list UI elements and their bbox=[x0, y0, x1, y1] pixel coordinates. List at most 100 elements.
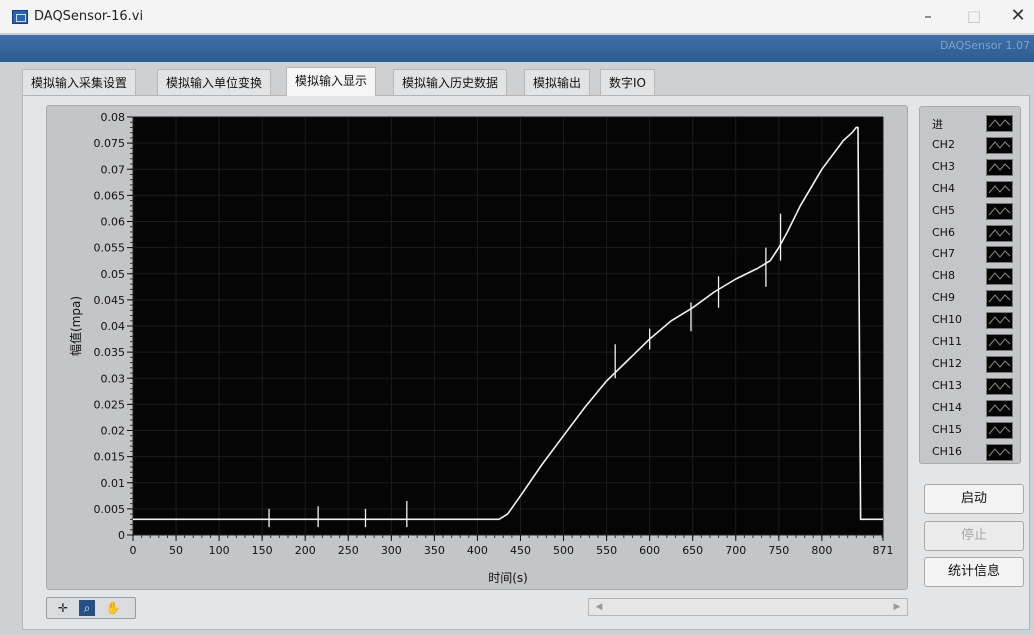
y-tick-label: 0.07 bbox=[101, 163, 126, 176]
x-tick-label: 0 bbox=[130, 544, 137, 557]
x-tick-label: 800 bbox=[811, 544, 832, 557]
legend-swatch[interactable] bbox=[986, 268, 1013, 286]
stats-button[interactable]: 统计信息 bbox=[924, 557, 1024, 587]
y-tick-label: 0.065 bbox=[94, 189, 126, 202]
legend-swatch[interactable] bbox=[986, 334, 1013, 351]
legend-item[interactable]: CH11 bbox=[920, 332, 1022, 352]
legend-item-label: 进 bbox=[932, 118, 943, 131]
graph-palette: ✛ ⌕ ✋ bbox=[46, 597, 136, 619]
legend-item[interactable]: 进 bbox=[920, 113, 1022, 133]
legend-item[interactable]: CH6 bbox=[920, 223, 1022, 243]
x-tick-label: 750 bbox=[768, 544, 789, 557]
window-title: DAQSensor-16.vi bbox=[34, 9, 144, 24]
y-tick-label: 0.075 bbox=[94, 137, 126, 150]
horizontal-scrollbar[interactable]: ◀ ▶ bbox=[588, 598, 908, 616]
legend-item[interactable]: CH4 bbox=[920, 179, 1022, 199]
y-tick-label: 0.035 bbox=[94, 346, 126, 359]
x-tick-label: 150 bbox=[252, 544, 273, 557]
legend-item-label: CH13 bbox=[932, 378, 962, 392]
legend-swatch[interactable] bbox=[986, 202, 1013, 220]
app-banner: DAQSensor 1.07 bbox=[0, 35, 1034, 62]
tab-ai-display[interactable]: 模拟输入显示 bbox=[286, 67, 377, 96]
legend-item-label: CH5 bbox=[932, 203, 955, 217]
legend-swatch[interactable] bbox=[986, 443, 1013, 461]
tab-digital-io[interactable]: 数字IO bbox=[600, 69, 655, 95]
x-tick-label: 650 bbox=[682, 544, 703, 557]
legend-item[interactable]: CH14 bbox=[920, 398, 1022, 418]
maximize-button[interactable]: □ bbox=[966, 7, 982, 25]
legend-item[interactable]: CH12 bbox=[920, 354, 1022, 374]
start-button[interactable]: 启动 bbox=[924, 484, 1024, 514]
legend-item[interactable]: CH13 bbox=[920, 376, 1022, 396]
legend-item-label: CH8 bbox=[932, 269, 955, 283]
x-tick-label: 200 bbox=[295, 544, 316, 557]
y-axis-title: 幅值(mpa) bbox=[68, 296, 83, 356]
legend-swatch[interactable] bbox=[986, 355, 1013, 373]
tab-ai-acquisition-settings[interactable]: 模拟输入采集设置 bbox=[22, 69, 137, 95]
legend-item[interactable]: CH9 bbox=[920, 288, 1022, 308]
legend-swatch[interactable] bbox=[986, 180, 1013, 198]
chart-svg: 0 50 100 150 200 250 300 350 400 450 500 550 600 650 7… bbox=[68, 111, 894, 585]
legend-item-label: CH16 bbox=[932, 444, 962, 458]
legend-item[interactable]: CH2 bbox=[920, 135, 1022, 155]
x-axis-title: 时间(s) bbox=[488, 571, 528, 585]
app-icon bbox=[12, 10, 28, 24]
legend-item-label: CH9 bbox=[932, 291, 955, 305]
zoom-icon[interactable]: ⌕ bbox=[79, 600, 95, 616]
x-tick-label: 871 bbox=[873, 544, 894, 557]
legend-swatch[interactable] bbox=[986, 290, 1013, 308]
legend-swatch[interactable] bbox=[986, 246, 1013, 264]
pan-hand-icon[interactable]: ✋ bbox=[105, 601, 121, 615]
x-tick-label: 450 bbox=[510, 544, 531, 557]
y-tick-label: 0.055 bbox=[94, 242, 126, 255]
x-tick-label: 400 bbox=[467, 544, 488, 557]
scroll-right-icon[interactable]: ▶ bbox=[893, 602, 901, 612]
y-tick-label: 0.02 bbox=[101, 425, 126, 438]
legend-swatch[interactable] bbox=[986, 115, 1013, 132]
legend-item[interactable]: CH10 bbox=[920, 310, 1022, 330]
legend-item[interactable]: CH3 bbox=[920, 157, 1022, 177]
legend-item-label: CH7 bbox=[932, 247, 955, 261]
y-tick-label: 0.03 bbox=[101, 372, 126, 385]
legend-item-label: CH10 bbox=[932, 313, 962, 327]
legend-swatch[interactable] bbox=[986, 377, 1013, 395]
y-tick-label: 0.025 bbox=[94, 398, 126, 411]
legend-item-label: CH12 bbox=[932, 356, 962, 370]
y-tick-label: 0.015 bbox=[94, 451, 126, 464]
scroll-left-icon[interactable]: ◀ bbox=[595, 602, 603, 612]
legend-item[interactable]: CH8 bbox=[920, 266, 1022, 286]
y-tick-label: 0.05 bbox=[101, 268, 126, 281]
legend-item[interactable]: CH15 bbox=[920, 420, 1022, 440]
y-tick-label: 0.08 bbox=[101, 111, 126, 124]
legend-swatch[interactable] bbox=[986, 312, 1013, 330]
minimize-button[interactable]: – bbox=[924, 7, 932, 25]
tab-analog-output[interactable]: 模拟输出 bbox=[524, 69, 591, 95]
x-tick-label: 50 bbox=[169, 544, 183, 557]
tab-ai-unit-conversion[interactable]: 模拟输入单位变换 bbox=[157, 69, 272, 95]
legend-item-label: CH4 bbox=[932, 181, 955, 195]
title-bar: DAQSensor-16.vi – □ ✕ bbox=[0, 0, 1034, 34]
y-tick-label: 0 bbox=[118, 529, 125, 542]
version-label: DAQSensor 1.07 bbox=[940, 39, 1030, 52]
x-tick-label: 550 bbox=[596, 544, 617, 557]
crosshair-icon[interactable]: ✛ bbox=[57, 601, 69, 615]
waveform-graph: 0 50 100 150 200 250 300 350 400 450 500 550 600 650 7… bbox=[46, 105, 908, 590]
legend-item-label: CH15 bbox=[932, 422, 962, 436]
legend-item-label: CH3 bbox=[932, 159, 955, 173]
x-tick-label: 300 bbox=[381, 544, 402, 557]
x-tick-label: 350 bbox=[424, 544, 445, 557]
stop-button[interactable]: 停止 bbox=[924, 521, 1024, 551]
legend-swatch[interactable] bbox=[986, 158, 1013, 176]
legend-item[interactable]: CH7 bbox=[920, 244, 1022, 264]
legend-swatch[interactable] bbox=[986, 399, 1013, 417]
legend-swatch[interactable] bbox=[986, 421, 1013, 439]
legend-item[interactable]: CH5 bbox=[920, 201, 1022, 221]
legend-swatch[interactable] bbox=[986, 136, 1013, 154]
series-line bbox=[133, 126, 883, 521]
legend-swatch[interactable] bbox=[986, 224, 1013, 242]
close-button[interactable]: ✕ bbox=[1010, 5, 1026, 26]
legend-item[interactable]: CH16 bbox=[920, 442, 1022, 462]
x-tick-label: 600 bbox=[639, 544, 660, 557]
tab-ai-history[interactable]: 模拟输入历史数据 bbox=[393, 69, 508, 95]
